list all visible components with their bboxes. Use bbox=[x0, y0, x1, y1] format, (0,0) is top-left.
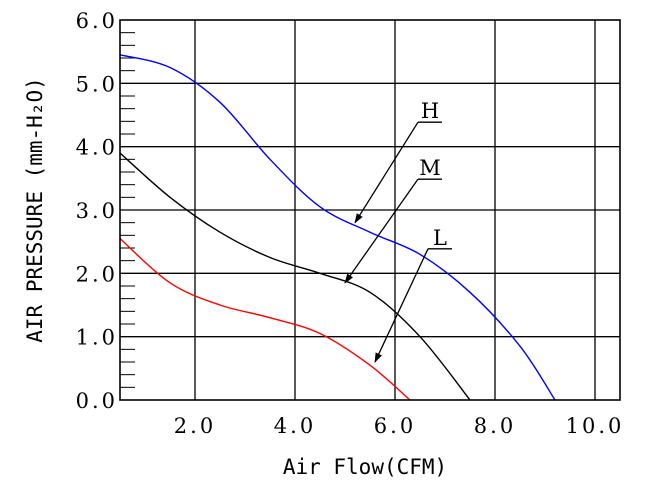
y-tick-label: 0.0 bbox=[76, 389, 118, 413]
label-arrow-m bbox=[344, 178, 419, 284]
series-line-l bbox=[119, 237, 411, 401]
series-label-l: L bbox=[433, 226, 447, 250]
plot-frame bbox=[119, 19, 621, 401]
y-tick-label: 3.0 bbox=[76, 199, 118, 223]
series-label-h: H bbox=[421, 99, 439, 123]
y-tick-label: 2.0 bbox=[76, 262, 118, 286]
x-tick-label: 10.0 bbox=[566, 414, 625, 438]
grid bbox=[120, 20, 620, 400]
tick-labels: 2.0 4.0 6.0 8.0 10.0 0.0 1.0 2.0 3.0 4.0 5.0 6.0 bbox=[76, 9, 625, 438]
label-arrow-h bbox=[354, 121, 419, 224]
x-tick-label: 4.0 bbox=[274, 414, 316, 438]
series-label-m: M bbox=[419, 156, 441, 180]
y-tick-label: 6.0 bbox=[76, 9, 118, 33]
annotations: H M L bbox=[344, 99, 452, 363]
x-axis-title: Air Flow(CFM) bbox=[283, 455, 447, 479]
x-tick-label: 6.0 bbox=[374, 414, 416, 438]
y-axis-title: AIR PRESSURE (mm-H₂O) bbox=[23, 77, 47, 343]
y-tick-label: 4.0 bbox=[76, 136, 118, 160]
series-lines bbox=[119, 54, 556, 401]
x-tick-label: 8.0 bbox=[474, 414, 516, 438]
x-tick-label: 2.0 bbox=[174, 414, 216, 438]
series-line-m bbox=[119, 152, 471, 401]
label-arrow-l bbox=[374, 248, 429, 363]
series-line-h bbox=[119, 54, 556, 401]
y-minor-ticks bbox=[120, 32, 135, 388]
y-tick-label: 5.0 bbox=[76, 72, 118, 96]
y-tick-label: 1.0 bbox=[76, 326, 118, 350]
